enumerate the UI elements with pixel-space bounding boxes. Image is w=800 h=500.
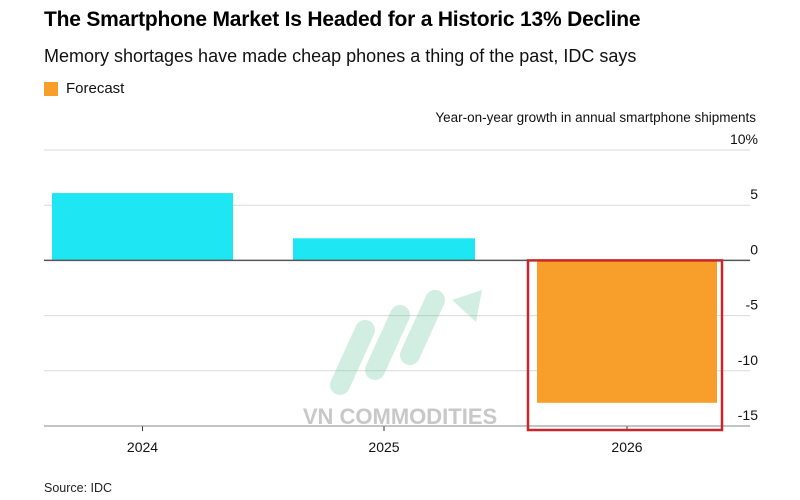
y-tick-label: -15 <box>738 407 758 423</box>
y-tick-label: 10% <box>730 131 758 147</box>
chart-subtitle: Memory shortages have made cheap phones … <box>44 46 637 66</box>
legend-swatch-forecast <box>44 81 58 96</box>
y-tick-label: 5 <box>750 186 758 202</box>
legend-label-forecast: Forecast <box>66 80 125 97</box>
y-tick-label: -5 <box>746 297 759 313</box>
bar-2025 <box>293 238 475 261</box>
watermark-logo <box>330 290 482 395</box>
highlight-box-2026 <box>526 259 724 432</box>
bar-2024 <box>52 193 233 261</box>
chart-title: The Smartphone Market Is Headed for a Hi… <box>44 8 641 31</box>
y-tick-label: 0 <box>750 241 758 257</box>
x-tick-label: 2024 <box>127 439 158 455</box>
x-tick-label: 2025 <box>368 439 399 455</box>
x-tick-label: 2026 <box>611 439 642 455</box>
y-tick-label: -10 <box>738 352 758 368</box>
source-note: Source: IDC <box>44 481 113 495</box>
legend: Forecast <box>44 80 124 97</box>
bar-2026 <box>537 260 717 403</box>
watermark-text: VN COMMODITIES <box>303 404 497 429</box>
y-axis-label: Year-on-year growth in annual smartphone… <box>435 110 756 125</box>
